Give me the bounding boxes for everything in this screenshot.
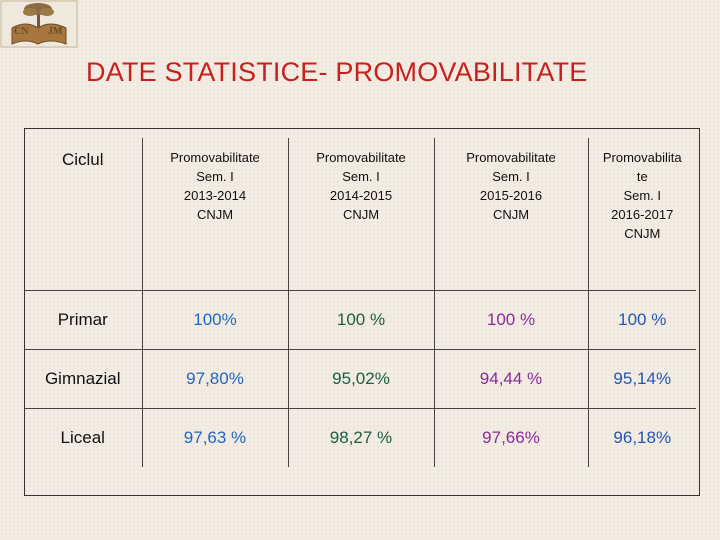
header-line: Promovabilita [602, 150, 682, 165]
header-line: CNJM [492, 207, 530, 222]
header-cell-2016-2017: Promovabilita te Sem. I 2016-2017 CNJM [588, 138, 696, 291]
header-line: 2016-2017 [611, 207, 674, 222]
statistics-table: Ciclul Promovabilitate Sem. I 2013-2014 … [24, 138, 696, 467]
value-cell: 95,02% [288, 349, 435, 409]
header-cell-2015-2016: Promovabilitate Sem. I 2015-2016 CNJM [434, 138, 589, 291]
header-line: CNJM [624, 226, 661, 241]
header-line: Ciclul [61, 150, 104, 169]
value-cell: 100% [142, 290, 289, 350]
value-cell: 98,27 % [288, 408, 435, 467]
header-line: te [636, 169, 648, 184]
header-line: Sem. I [342, 169, 380, 184]
header-line: CNJM [196, 207, 234, 222]
header-line: 2013-2014 [183, 188, 247, 203]
header-row: Ciclul Promovabilitate Sem. I 2013-2014 … [24, 138, 696, 291]
table-row-liceal: Liceal 97,63 % 98,27 % 97,66% 96,18% [24, 408, 696, 467]
value-cell: 97,80% [142, 349, 289, 409]
header-line: Sem. I [492, 169, 530, 184]
header-line: Promovabilitate [466, 150, 556, 165]
tree-book-emblem-icon [0, 0, 78, 48]
header-line: Promovabilitate [316, 150, 406, 165]
value-cell: 97,63 % [142, 408, 289, 467]
header-cell-2014-2015: Promovabilitate Sem. I 2014-2015 CNJM [288, 138, 435, 291]
value-cell: 100 % [288, 290, 435, 350]
value-cell: 95,14% [588, 349, 696, 409]
cycle-label: Primar [24, 290, 143, 350]
school-logo: CN JM [0, 0, 78, 48]
page-title: DATE STATISTICE- PROMOVABILITATE [86, 57, 588, 87]
table-row-gimnazial: Gimnazial 97,80% 95,02% 94,44 % 95,14% [24, 349, 696, 409]
table-row-primar: Primar 100% 100 % 100 % 100 % [24, 290, 696, 350]
header-line: 2014-2015 [329, 188, 393, 203]
value-cell: 97,66% [434, 408, 589, 467]
value-cell: 96,18% [613, 428, 672, 447]
header-line: 2015-2016 [479, 188, 543, 203]
header-cell-cycle: Ciclul [24, 138, 143, 291]
logo-left-text: CN [14, 26, 29, 37]
value-cell: 100 % [588, 290, 696, 350]
header-line: CNJM [342, 207, 380, 222]
cycle-label: Gimnazial [24, 349, 143, 409]
header-line: Sem. I [623, 188, 662, 203]
header-cell-2013-2014: Promovabilitate Sem. I 2013-2014 CNJM [142, 138, 289, 291]
logo-right-text: JM [48, 26, 63, 37]
cycle-label: Liceal [24, 408, 143, 467]
header-line: Sem. I [196, 169, 234, 184]
header-line: Promovabilitate [170, 150, 260, 165]
value-cell: 100 % [434, 290, 589, 350]
value-cell: 94,44 % [434, 349, 589, 409]
